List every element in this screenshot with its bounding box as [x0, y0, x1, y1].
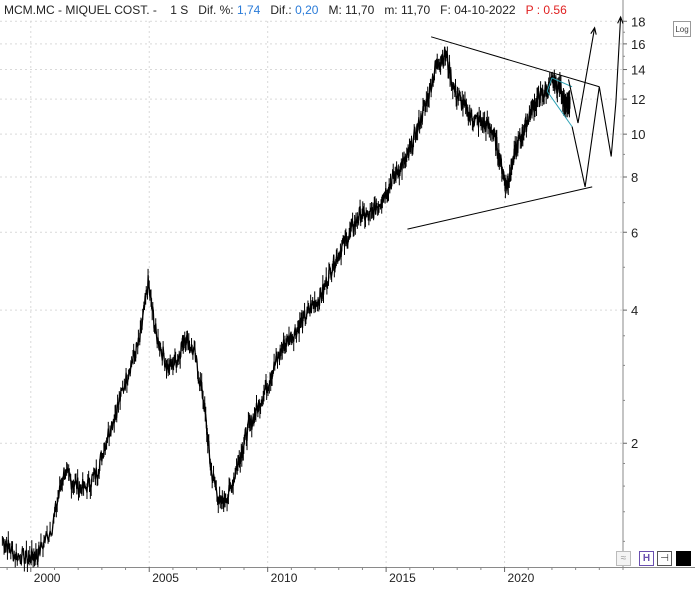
x-tick-label: 2020 [508, 571, 535, 585]
projection-arrowhead [590, 26, 597, 35]
pct-value: 1,74 [236, 3, 261, 17]
y-tick-label: 6 [631, 225, 638, 240]
symbol-label: MCM.MC - MIQUEL COST. - [4, 3, 157, 17]
y-tick-label: 12 [631, 92, 645, 107]
price-line [2, 46, 571, 565]
min-value: 11,70 [401, 3, 431, 17]
diff-label: Dif.: [270, 3, 292, 17]
y-tick-label: 8 [631, 170, 638, 185]
x-tick-label: 2005 [152, 571, 179, 585]
y-tick-label: 4 [631, 303, 638, 318]
pin-icon[interactable]: ⊣ [657, 551, 672, 566]
wave-icon[interactable]: ≈ [616, 551, 631, 566]
chart-header: MCM.MC - MIQUEL COST. - 1 S Dif. %: 1,74… [4, 3, 571, 19]
max-value: 11,70 [345, 3, 375, 17]
y-tick-label: 14 [631, 63, 645, 78]
per-label: P : [525, 3, 541, 17]
y-tick-label: 18 [631, 14, 645, 29]
grid [0, 0, 695, 568]
x-tick-label: 2000 [34, 571, 61, 585]
y-tick-label: 2 [631, 436, 638, 451]
color-swatch-icon[interactable] [676, 551, 691, 566]
channel-line [546, 91, 573, 127]
diff-value: 0,20 [295, 3, 319, 17]
y-tick-label: 16 [631, 37, 645, 52]
price-series [1, 46, 571, 572]
per-value: 0.56 [543, 3, 567, 17]
projection-path [567, 27, 596, 124]
trendline [430, 36, 600, 88]
save-icon[interactable]: H [639, 551, 654, 566]
min-label: m: [384, 3, 398, 17]
x-tick-label: 2015 [389, 571, 416, 585]
pct-label: Dif. %: [198, 3, 234, 17]
log-scale-toggle-button[interactable]: Log [673, 21, 691, 37]
y-tick-label: 10 [631, 127, 645, 142]
x-axis: 2000 2005 2010 2015 2020 [6, 567, 624, 585]
period-label: 1 S [170, 3, 189, 17]
date-label: F: [440, 3, 451, 17]
channel-line [551, 77, 573, 88]
projection-arrowhead [617, 15, 624, 24]
projection-path [571, 16, 622, 188]
y-axis: 2 4 6 8 10 12 14 16 18 [623, 14, 645, 542]
channel-line [546, 77, 553, 92]
drawing-overlays [407, 15, 624, 230]
trendline [407, 186, 593, 230]
max-label: M: [328, 3, 342, 17]
x-tick-label: 2010 [271, 571, 298, 585]
date-value: 04-10-2022 [454, 3, 516, 17]
